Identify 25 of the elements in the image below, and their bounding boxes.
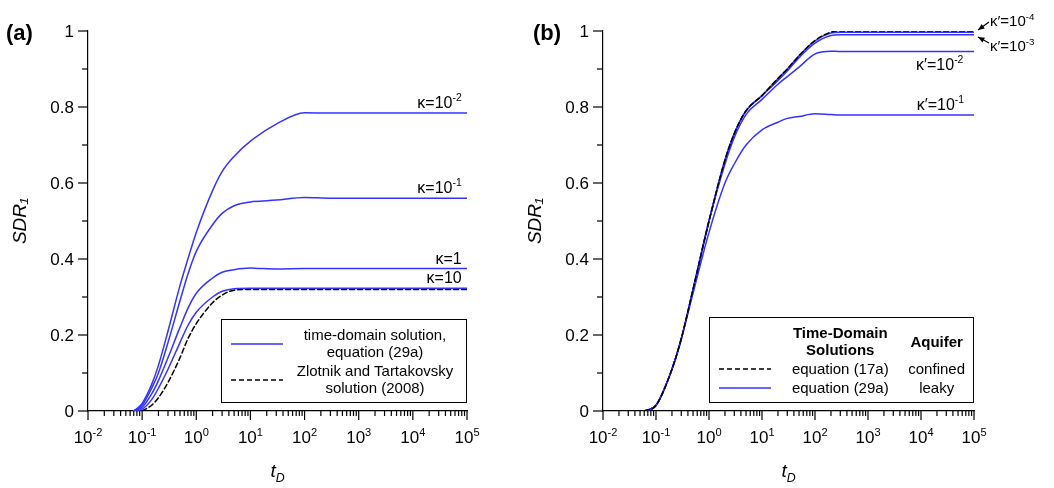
legend-label: time-domain solution, equation (29a) [303, 326, 447, 360]
annotation: leaky [919, 379, 955, 396]
annotation: κ=1 [435, 249, 462, 267]
annotation: confined [908, 360, 965, 377]
y-tick-label: 0.2 [565, 326, 590, 345]
legend-label: equation (17a) [791, 360, 889, 377]
legend-label: equation (29a) [791, 379, 889, 396]
y-tick-label: 0.6 [565, 174, 590, 193]
y-tick-label: 1 [579, 22, 590, 41]
y-tick-label: 0.4 [565, 250, 590, 269]
y-axis-title: SDR₁ [9, 197, 30, 245]
y-tick-label: 0.8 [565, 98, 590, 117]
y-tick-label: 0 [579, 402, 590, 421]
y-tick-label: 0.6 [50, 174, 75, 193]
annotation: κ=10 [426, 269, 462, 287]
y-tick-label: 0.2 [50, 326, 75, 345]
legend-label: Zlotnik and Tartakovsky solution (2008) [296, 362, 454, 396]
annotation: Aquifer [910, 332, 963, 350]
y-tick-label: 0.4 [50, 250, 75, 269]
chart-title: (a) [6, 20, 33, 45]
y-axis-title: SDR₁ [524, 197, 545, 245]
y-tick-label: 0.8 [50, 98, 75, 117]
chart-title: (b) [533, 20, 562, 45]
y-tick-label: 0 [64, 402, 75, 421]
y-tick-label: 1 [64, 22, 75, 41]
